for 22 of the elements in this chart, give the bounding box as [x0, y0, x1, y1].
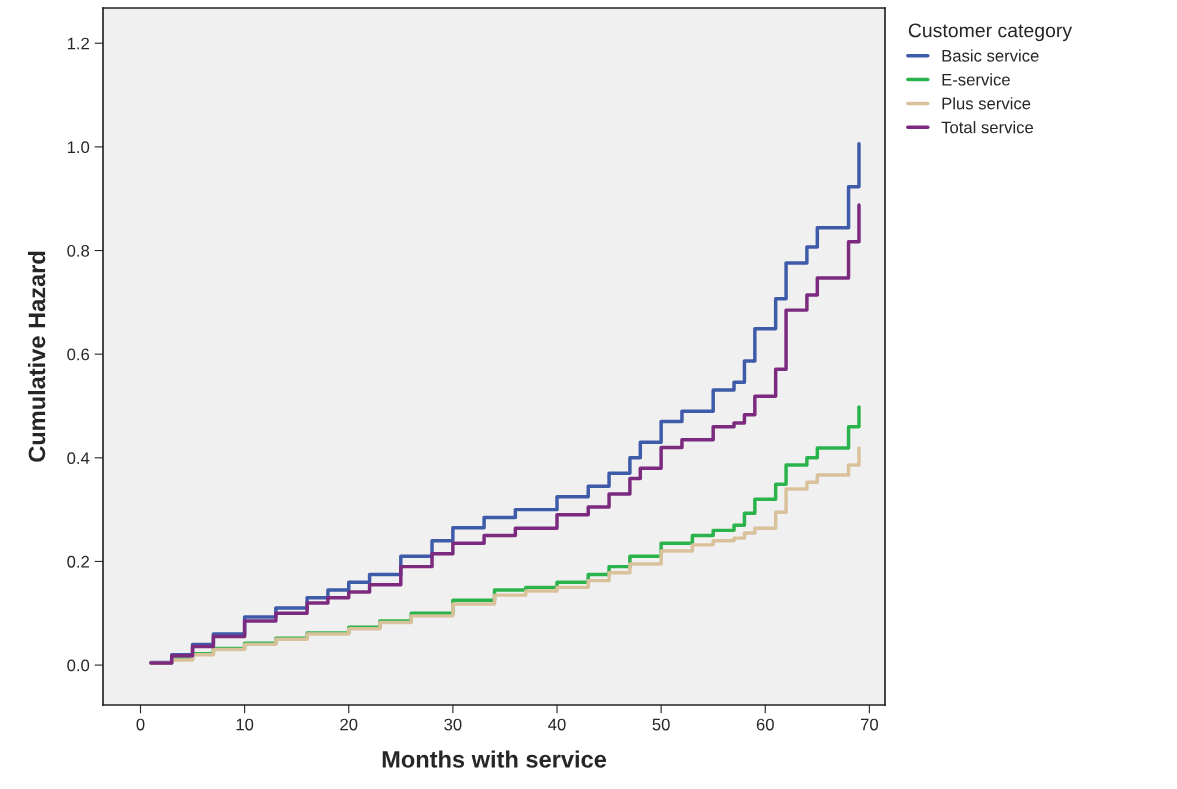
x-tick-label: 70 — [860, 718, 878, 731]
x-tick-label: 10 — [236, 718, 254, 731]
y-tick-label: 0.8 — [67, 244, 90, 257]
x-axis-title: Months with service — [382, 750, 607, 768]
legend-label: Total service — [941, 121, 1034, 134]
y-tick-label: 1.0 — [67, 141, 90, 154]
y-tick-label: 1.2 — [67, 37, 89, 50]
x-tick-label: 50 — [652, 718, 670, 731]
legend-label: Plus service — [942, 97, 1031, 110]
y-tick-label: 0.4 — [67, 452, 90, 465]
x-tick-label: 40 — [548, 718, 566, 731]
x-tick-label: 30 — [444, 718, 462, 731]
legend-label: Basic service — [942, 49, 1039, 62]
y-tick-label: 0.0 — [67, 659, 90, 672]
legend-label: E-service — [942, 73, 1010, 86]
y-tick-label: 0.2 — [67, 555, 89, 568]
x-tick-label: 20 — [340, 718, 358, 731]
y-tick-label: 0.6 — [67, 348, 90, 361]
y-axis-title: Cumulative Hazard — [27, 251, 46, 462]
x-tick-label: 0 — [136, 718, 145, 731]
legend-title: Customer category — [908, 23, 1073, 42]
x-tick-label: 60 — [756, 718, 774, 731]
